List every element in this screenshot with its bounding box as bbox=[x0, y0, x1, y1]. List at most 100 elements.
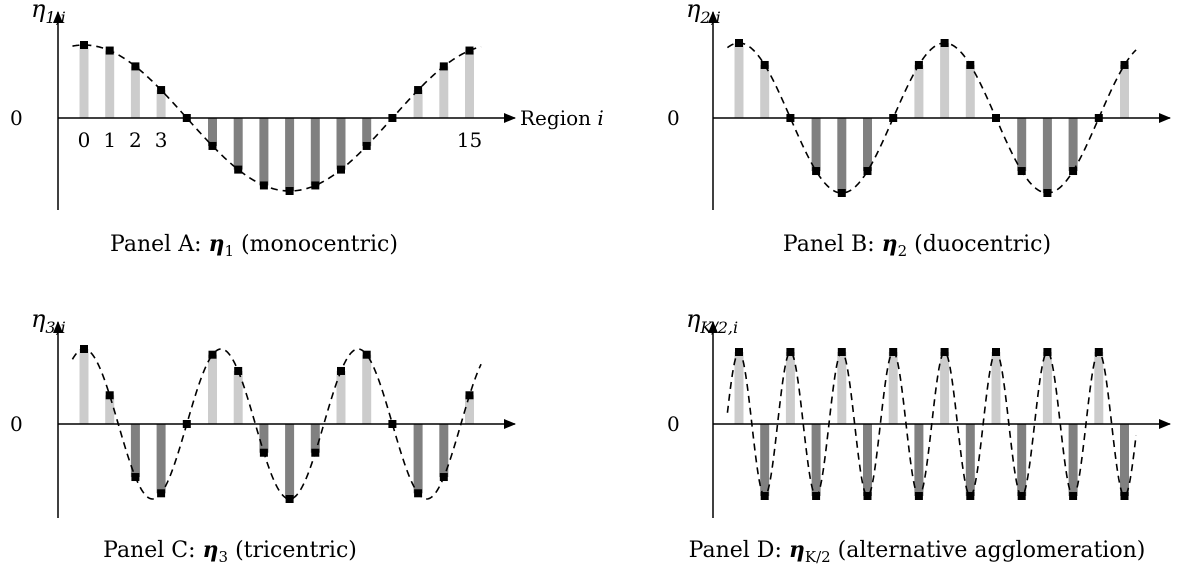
bar-8 bbox=[940, 352, 950, 424]
data-point-2 bbox=[786, 348, 795, 356]
data-point-0 bbox=[80, 345, 88, 353]
data-point-10 bbox=[337, 165, 345, 174]
data-point-13 bbox=[414, 489, 423, 498]
data-point-3 bbox=[812, 492, 821, 500]
bar-10 bbox=[336, 118, 346, 170]
bar-15 bbox=[465, 395, 474, 424]
bar-3 bbox=[811, 424, 821, 496]
bar-11 bbox=[362, 354, 372, 424]
bar-2 bbox=[130, 424, 140, 478]
bar-3 bbox=[156, 90, 166, 118]
data-point-8 bbox=[285, 495, 294, 503]
data-point-12 bbox=[1043, 348, 1052, 356]
bar-11 bbox=[1017, 118, 1027, 172]
data-point-12 bbox=[388, 420, 397, 428]
bar-8 bbox=[940, 43, 950, 118]
data-point-9 bbox=[311, 181, 320, 190]
data-point-11 bbox=[1017, 167, 1026, 176]
data-point-1 bbox=[105, 46, 114, 55]
data-point-7 bbox=[914, 60, 923, 69]
bar-11 bbox=[362, 118, 372, 146]
data-point-10 bbox=[337, 366, 345, 375]
data-point-9 bbox=[311, 448, 320, 457]
data-point-8 bbox=[940, 348, 949, 356]
curve-line bbox=[726, 42, 1137, 194]
bar-7 bbox=[914, 424, 924, 496]
data-point-11 bbox=[362, 350, 371, 359]
panel-caption: Panel B: η2 (duocentric) bbox=[783, 231, 1051, 260]
curve-line bbox=[72, 44, 482, 192]
data-point-0 bbox=[735, 39, 743, 47]
bar-8 bbox=[285, 118, 295, 191]
panel-caption: Panel C: η3 (tricentric) bbox=[103, 537, 357, 566]
bar-6 bbox=[888, 352, 898, 424]
bar-15 bbox=[1120, 424, 1129, 496]
data-point-12 bbox=[1043, 189, 1052, 197]
data-point-3 bbox=[157, 86, 166, 95]
data-point-0 bbox=[735, 348, 743, 356]
data-point-4 bbox=[837, 189, 846, 197]
data-point-10 bbox=[992, 114, 1000, 122]
data-point-5 bbox=[863, 492, 872, 500]
data-point-2 bbox=[786, 114, 795, 122]
data-point-3 bbox=[157, 489, 166, 498]
bar-9 bbox=[310, 424, 320, 453]
bar-3 bbox=[811, 118, 821, 172]
bar-14 bbox=[439, 424, 449, 478]
panel-caption: Panel D: ηK/2 (alternative agglomeration… bbox=[689, 537, 1146, 566]
data-point-0 bbox=[80, 41, 88, 49]
tick-label: 1 bbox=[103, 128, 116, 152]
data-point-6 bbox=[889, 114, 898, 122]
data-point-8 bbox=[940, 39, 949, 47]
bar-13 bbox=[413, 90, 423, 118]
bar-9 bbox=[965, 64, 975, 118]
data-point-15 bbox=[1120, 492, 1129, 500]
bar-6 bbox=[233, 370, 243, 424]
data-point-4 bbox=[182, 114, 191, 122]
bar-0 bbox=[79, 349, 89, 424]
zero-label: 0 bbox=[10, 412, 23, 436]
bar-0 bbox=[734, 352, 744, 424]
bar-7 bbox=[259, 424, 269, 453]
data-point-6 bbox=[234, 366, 243, 375]
data-point-14 bbox=[1094, 114, 1103, 122]
bar-4 bbox=[837, 118, 847, 193]
x-axis-label: Region i bbox=[520, 106, 604, 130]
bar-5 bbox=[208, 118, 217, 146]
data-point-11 bbox=[362, 141, 371, 150]
data-point-2 bbox=[131, 62, 140, 71]
data-point-5 bbox=[208, 141, 217, 150]
data-point-7 bbox=[259, 448, 268, 457]
bar-9 bbox=[965, 424, 975, 496]
bar-11 bbox=[1017, 424, 1027, 496]
data-point-10 bbox=[992, 348, 1000, 356]
bar-6 bbox=[233, 118, 243, 170]
bar-5 bbox=[208, 354, 217, 424]
bar-3 bbox=[156, 424, 166, 494]
data-point-7 bbox=[259, 181, 268, 190]
data-point-15 bbox=[1120, 60, 1129, 69]
bar-4 bbox=[837, 352, 847, 424]
data-point-13 bbox=[414, 86, 423, 95]
tick-label: 15 bbox=[457, 128, 482, 152]
curve-line bbox=[71, 348, 482, 500]
bar-13 bbox=[1068, 118, 1078, 172]
data-point-9 bbox=[966, 492, 975, 500]
data-point-6 bbox=[889, 348, 898, 356]
bar-2 bbox=[785, 352, 795, 424]
data-point-4 bbox=[837, 348, 846, 356]
data-point-6 bbox=[234, 165, 243, 174]
data-point-15 bbox=[465, 391, 474, 400]
bar-0 bbox=[734, 43, 744, 118]
panel-c: 0 η3,i Panel C: η3 (tricentric) bbox=[10, 305, 516, 566]
y-axis-title: η3,i bbox=[31, 305, 66, 337]
data-point-13 bbox=[1069, 492, 1078, 500]
data-point-5 bbox=[863, 167, 872, 176]
data-point-1 bbox=[760, 60, 769, 69]
y-axis-title: η2,i bbox=[686, 0, 721, 27]
bar-10 bbox=[991, 352, 1001, 424]
panel-d: 0 ηK/2,i Panel D: ηK/2 (alternative agglom… bbox=[667, 305, 1171, 566]
data-point-4 bbox=[182, 420, 191, 428]
